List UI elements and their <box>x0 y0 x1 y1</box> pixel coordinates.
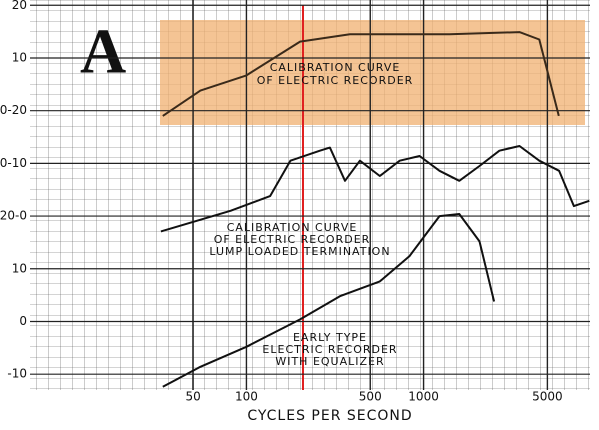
curve <box>162 213 496 388</box>
x-tick-label: 100 <box>235 390 258 404</box>
annotation-line: LUMP LOADED TERMINATION <box>209 245 390 258</box>
y-tick-label: -10 <box>7 367 27 381</box>
y-tick-label: 20-0 <box>0 209 27 223</box>
annotation-line: EARLY TYPE <box>293 331 367 344</box>
x-axis-label: CYCLES PER SECOND <box>247 408 412 424</box>
y-tick-label: 0-20 <box>0 103 27 117</box>
y-tick-label: 10 <box>12 50 27 64</box>
annotation-line: OF ELECTRIC RECORDER <box>214 233 371 246</box>
annotation: CALIBRATION CURVE OF ELECTRIC RECORDER <box>257 61 414 87</box>
annotation: EARLY TYPE ELECTRIC RECORDER WITH EQUALI… <box>262 331 397 368</box>
y-tick-label: 0 <box>19 314 27 328</box>
y-tick-label: 20 <box>12 0 27 12</box>
x-tick-label: 500 <box>359 390 382 404</box>
curve <box>160 145 590 233</box>
annotation: CALIBRATION CURVE OF ELECTRIC RECORDER L… <box>209 221 390 258</box>
y-tick-label: 10 <box>12 261 27 275</box>
annotation-line: OF ELECTRIC RECORDER <box>257 74 414 87</box>
y-tick-label: 30-10 <box>0 156 27 170</box>
x-tick-label: 50 <box>185 390 200 404</box>
annotation-line: CALIBRATION CURVE <box>227 221 358 234</box>
annotation-line: ELECTRIC RECORDER <box>262 343 397 356</box>
x-tick-label: 5000 <box>532 390 563 404</box>
curve <box>162 31 560 117</box>
annotation-line: WITH EQUALIZER <box>275 355 384 368</box>
highlight-band <box>160 20 585 125</box>
annotation-line: CALIBRATION CURVE <box>270 61 401 74</box>
x-tick-label: 1000 <box>408 390 439 404</box>
panel-letter: A <box>80 16 126 87</box>
